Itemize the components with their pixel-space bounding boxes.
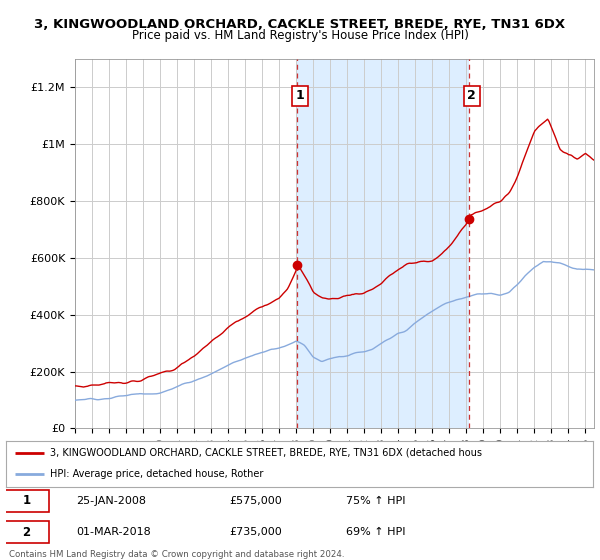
Text: 01-MAR-2018: 01-MAR-2018 bbox=[76, 528, 151, 537]
Text: 69% ↑ HPI: 69% ↑ HPI bbox=[346, 528, 406, 537]
Text: 2: 2 bbox=[467, 89, 476, 102]
Text: £575,000: £575,000 bbox=[229, 496, 282, 506]
Text: 75% ↑ HPI: 75% ↑ HPI bbox=[346, 496, 406, 506]
Text: £735,000: £735,000 bbox=[229, 528, 282, 537]
Bar bbox=[298, 59, 469, 428]
Text: 1: 1 bbox=[296, 89, 304, 102]
Text: 3, KINGWOODLAND ORCHARD, CACKLE STREET, BREDE, RYE, TN31 6DX (detached hous: 3, KINGWOODLAND ORCHARD, CACKLE STREET, … bbox=[50, 448, 482, 458]
Text: Contains HM Land Registry data © Crown copyright and database right 2024.
This d: Contains HM Land Registry data © Crown c… bbox=[9, 550, 344, 560]
Text: 2: 2 bbox=[22, 526, 31, 539]
Text: 1: 1 bbox=[22, 494, 31, 507]
FancyBboxPatch shape bbox=[5, 490, 49, 512]
Text: 3, KINGWOODLAND ORCHARD, CACKLE STREET, BREDE, RYE, TN31 6DX: 3, KINGWOODLAND ORCHARD, CACKLE STREET, … bbox=[34, 18, 566, 31]
Text: HPI: Average price, detached house, Rother: HPI: Average price, detached house, Roth… bbox=[50, 469, 263, 479]
FancyBboxPatch shape bbox=[5, 521, 49, 543]
Text: Price paid vs. HM Land Registry's House Price Index (HPI): Price paid vs. HM Land Registry's House … bbox=[131, 29, 469, 42]
Text: 25-JAN-2008: 25-JAN-2008 bbox=[76, 496, 146, 506]
